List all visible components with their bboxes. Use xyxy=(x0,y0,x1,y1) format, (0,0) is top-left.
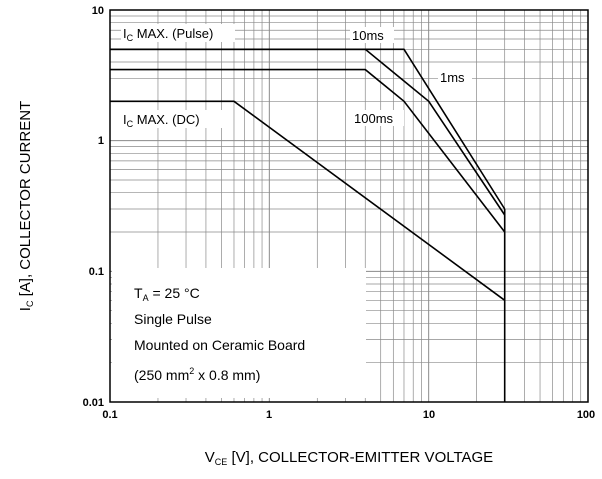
ta-main: T xyxy=(134,285,143,301)
pulse-label-bg xyxy=(121,24,235,42)
ceramic-board-text: Mounted on Ceramic Board xyxy=(134,337,305,353)
y-axis-title-sub: C xyxy=(25,300,35,307)
series-line-100ms xyxy=(110,68,506,233)
x-axis-title-main: V xyxy=(205,449,215,466)
y-tick-label: 0.1 xyxy=(89,266,104,278)
dc-label-rest: MAX. (DC) xyxy=(133,112,199,127)
y-tick-label: 1 xyxy=(98,135,104,147)
y-axis-title: IC [A], COLLECTOR CURRENT xyxy=(17,101,35,311)
pulse-label-rest: MAX. (Pulse) xyxy=(133,26,213,41)
pulse-label-main: I xyxy=(123,26,127,41)
x-axis-title-rest: [V], COLLECTOR-EMITTER VOLTAGE xyxy=(227,449,493,466)
dc-label-sub: C xyxy=(127,119,134,129)
ta-sub: A xyxy=(143,293,149,303)
pulse-label-sub: C xyxy=(127,33,134,43)
ms10-label-bg xyxy=(350,27,394,43)
conditions-box xyxy=(112,268,366,398)
series-line-1ms xyxy=(110,48,506,216)
board-size-post: x 0.8 mm) xyxy=(194,367,260,383)
series-line-dc xyxy=(110,100,506,301)
board-size-sup: 2 xyxy=(189,366,194,376)
ta-condition: TA = 25 °C xyxy=(134,285,200,303)
x-tick-label: 10 xyxy=(423,409,435,421)
board-size-text: (250 mm2 x 0.8 mm) xyxy=(134,366,260,383)
ms10-label: 10ms xyxy=(352,28,384,43)
series-layer xyxy=(110,48,506,402)
x-axis-title-sub: CE xyxy=(215,457,228,467)
ms1-label: 1ms xyxy=(440,70,465,85)
y-axis-title-main: I xyxy=(17,307,34,311)
y-tick-label: 10 xyxy=(92,5,104,17)
x-tick-labels: 0.1 1 10 100 xyxy=(102,409,595,421)
x-tick-label: 0.1 xyxy=(102,409,117,421)
grid-lines xyxy=(109,10,588,403)
x-axis-title: VCE [V], COLLECTOR-EMITTER VOLTAGE xyxy=(205,449,493,467)
dc-label-main: I xyxy=(123,112,127,127)
dc-max-label: IC MAX. (DC) xyxy=(123,112,200,129)
ta-rest: = 25 °C xyxy=(149,285,200,301)
x-tick-label: 100 xyxy=(577,409,595,421)
dc-label-bg xyxy=(121,110,223,128)
board-size-pre: (250 mm xyxy=(134,367,189,383)
ms1-label-bg xyxy=(438,69,472,85)
y-tick-label: 0.01 xyxy=(83,397,104,409)
ms100-label-bg xyxy=(352,110,404,126)
x-tick-label: 1 xyxy=(266,409,272,421)
pulse-max-label: IC MAX. (Pulse) xyxy=(123,26,213,43)
single-pulse-text: Single Pulse xyxy=(134,311,212,327)
y-axis-title-rest: [A], COLLECTOR CURRENT xyxy=(17,101,34,301)
ms100-label: 100ms xyxy=(354,111,394,126)
y-tick-labels: 10 1 0.1 0.01 xyxy=(83,5,104,409)
plot-frame xyxy=(109,9,589,403)
